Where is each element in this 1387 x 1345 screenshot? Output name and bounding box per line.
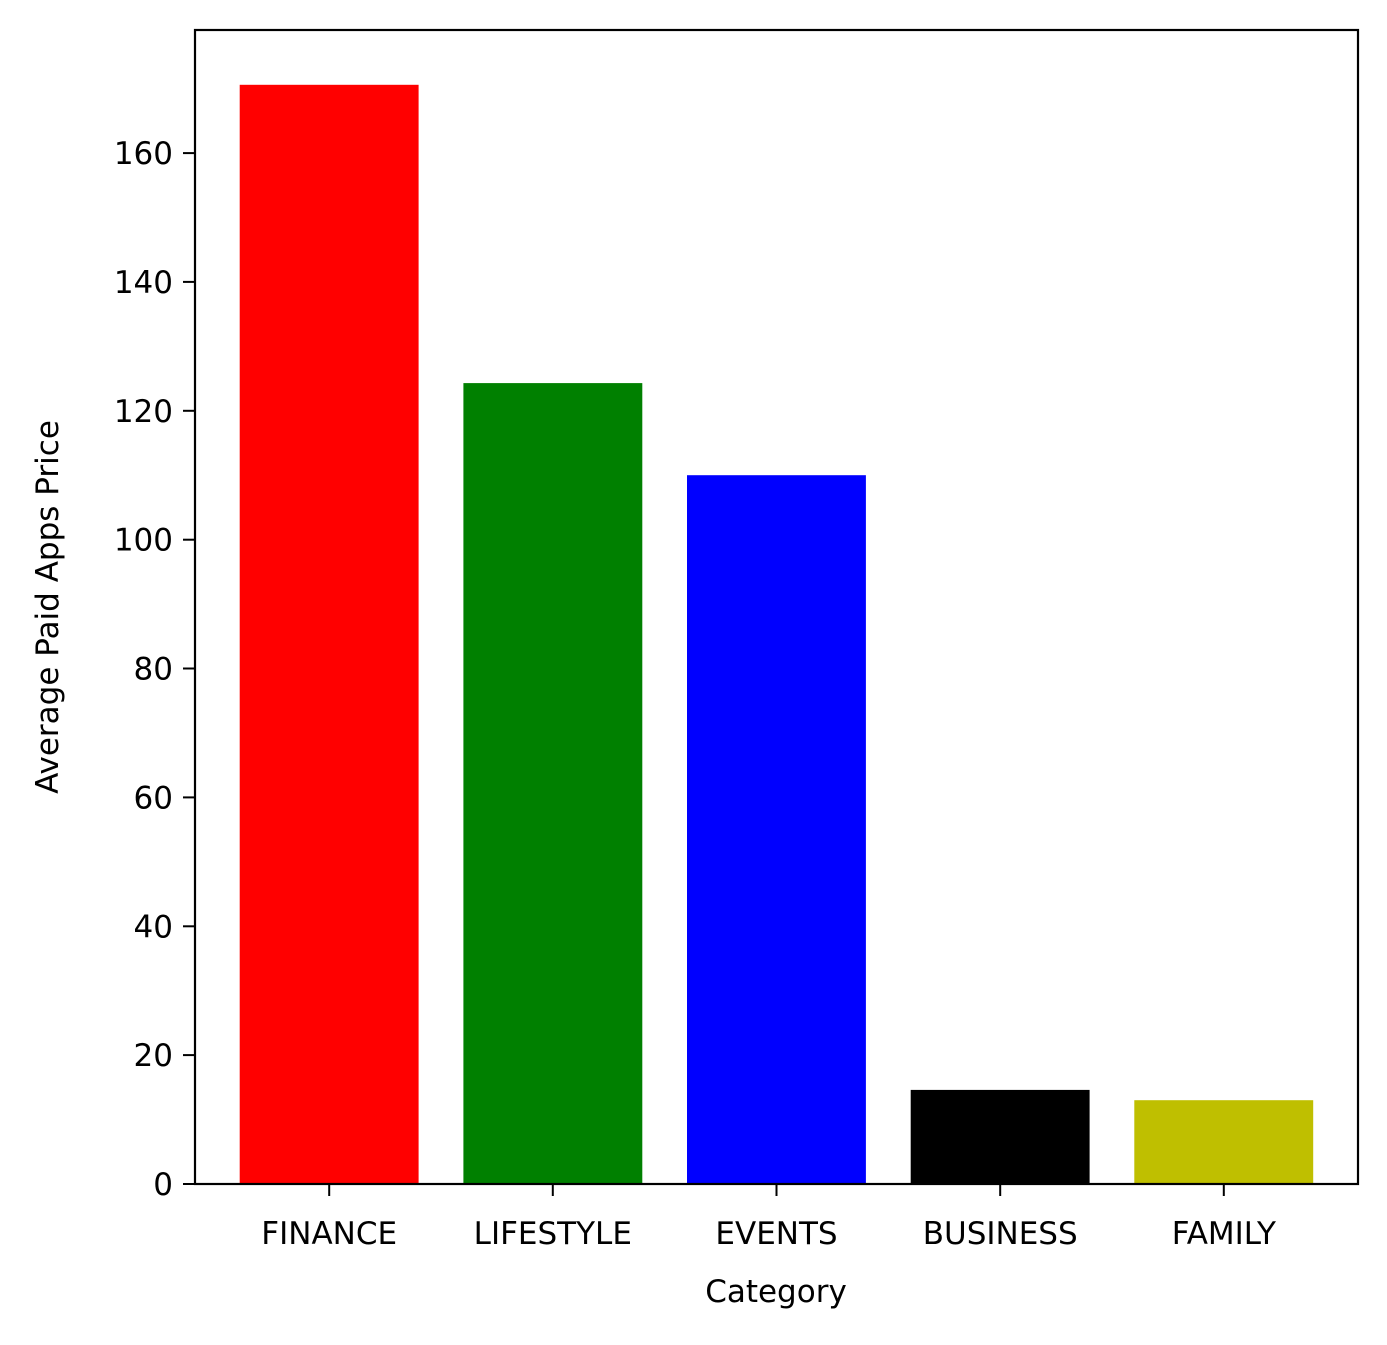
bars-layer: [239, 84, 1314, 1185]
y-tick-label-120: 120: [114, 394, 173, 430]
bar-family: [1134, 1100, 1314, 1184]
y-tick-label-140: 140: [114, 265, 173, 301]
x-axis-title: Category: [705, 1274, 847, 1310]
x-tick-label-lifestyle: LIFESTYLE: [474, 1216, 632, 1252]
bar-events: [687, 475, 866, 1184]
x-tick-label-family: FAMILY: [1172, 1216, 1276, 1252]
y-tick-label-20: 20: [134, 1038, 173, 1074]
y-tick-label-160: 160: [114, 136, 173, 172]
y-tick-label-0: 0: [153, 1167, 173, 1203]
y-tick-label-100: 100: [114, 523, 173, 559]
x-axis: FINANCE LIFESTYLE EVENTS BUSINESS FAMILY: [261, 1184, 1276, 1252]
y-axis: 0 20 40 60 80 100 120 140 160: [114, 136, 195, 1203]
y-tick-label-60: 60: [134, 780, 173, 816]
x-tick-label-business: BUSINESS: [923, 1216, 1078, 1252]
x-tick-label-finance: FINANCE: [261, 1216, 397, 1252]
bar-finance: [239, 84, 419, 1184]
bar-lifestyle: [463, 383, 643, 1185]
x-tick-label-events: EVENTS: [715, 1216, 837, 1252]
y-axis-title: Average Paid Apps Price: [30, 420, 66, 794]
y-tick-label-80: 80: [134, 652, 173, 688]
y-tick-label-40: 40: [134, 909, 173, 945]
bar-business: [910, 1089, 1090, 1184]
